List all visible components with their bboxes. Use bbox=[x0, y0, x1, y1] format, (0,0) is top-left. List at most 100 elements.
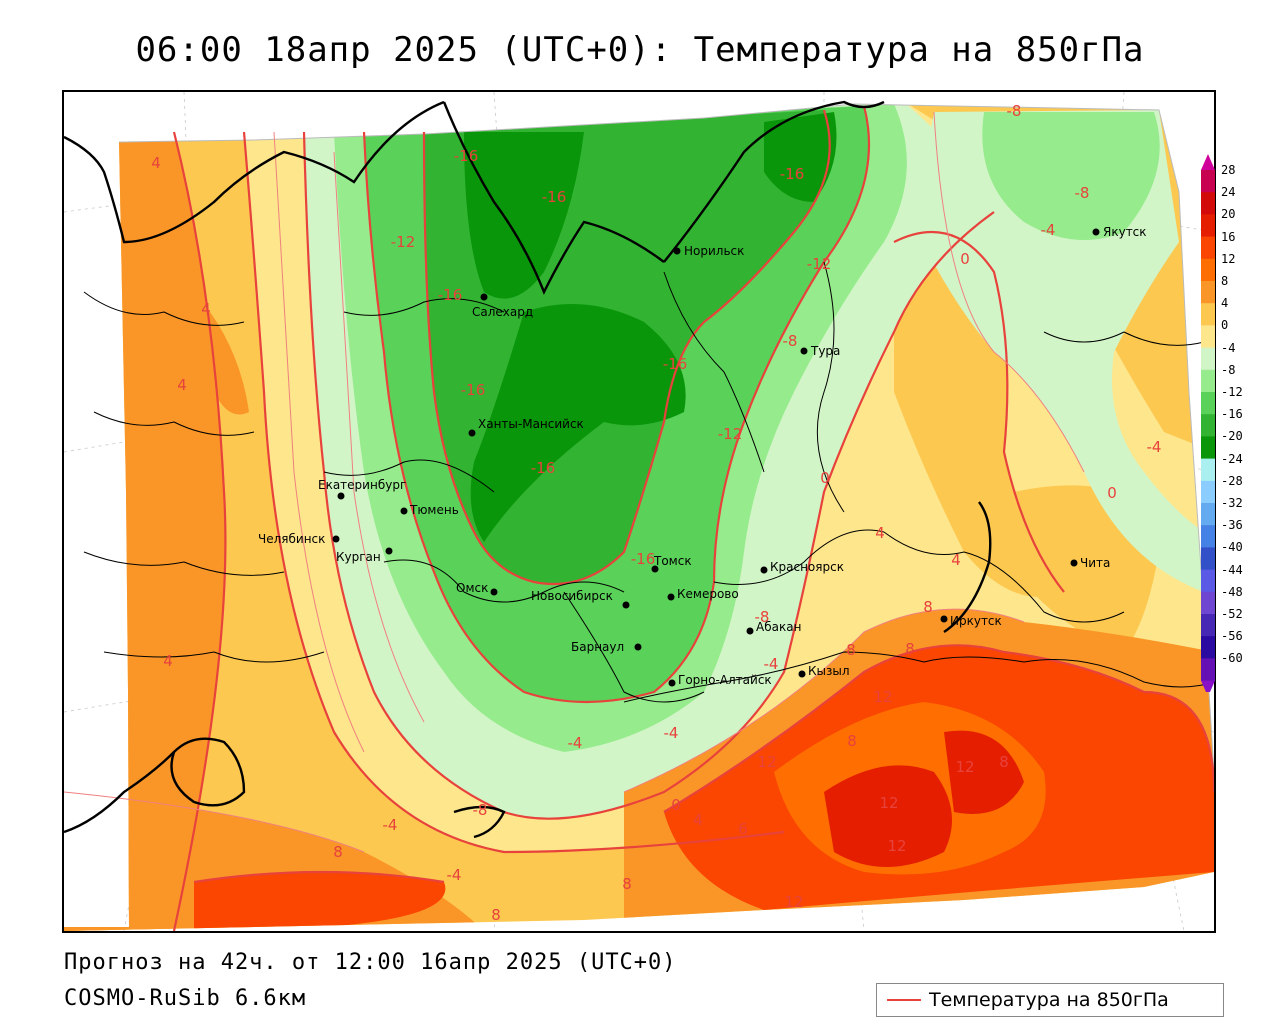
scale-label: -20 bbox=[1221, 429, 1243, 444]
contour-labels: -8 -8 -16 -16 -16 -12 -12 -16 -8 -16 -16… bbox=[151, 102, 1161, 924]
city-irkutsk: Иркутск bbox=[940, 614, 1002, 628]
svg-text:0: 0 bbox=[671, 796, 681, 814]
svg-text:Абакан: Абакан bbox=[756, 620, 801, 634]
city-chita: Чита bbox=[1070, 556, 1110, 570]
scale-swatch bbox=[1201, 170, 1215, 193]
svg-text:-12: -12 bbox=[391, 233, 416, 251]
svg-text:-16: -16 bbox=[531, 459, 556, 477]
svg-text:8: 8 bbox=[846, 641, 856, 659]
scale-swatch bbox=[1201, 325, 1215, 349]
map-canvas[interactable]: Норильск Якутск Салехард Тура Ханты-Манс… bbox=[62, 90, 1216, 933]
svg-text:8: 8 bbox=[999, 753, 1009, 771]
scale-arrow-top bbox=[1201, 154, 1215, 170]
city-norilsk: Норильск bbox=[673, 244, 744, 258]
scale-label: -4 bbox=[1221, 340, 1236, 355]
svg-text:Красноярск: Красноярск bbox=[770, 560, 844, 574]
svg-text:-8: -8 bbox=[755, 608, 770, 626]
scale-swatch bbox=[1201, 636, 1215, 659]
svg-text:8: 8 bbox=[491, 906, 501, 924]
svg-text:4: 4 bbox=[693, 811, 703, 829]
city-kyzyl: Кызыл bbox=[798, 664, 850, 678]
city-kurgan: Курган bbox=[336, 547, 393, 564]
domain-border bbox=[118, 103, 1214, 781]
svg-text:-16: -16 bbox=[454, 147, 479, 165]
city-krasnoyarsk: Красноярск bbox=[760, 560, 844, 574]
svg-text:Омск: Омск bbox=[456, 581, 488, 595]
scale-swatch bbox=[1201, 303, 1215, 326]
svg-text:-8: -8 bbox=[1007, 102, 1022, 120]
svg-text:Иркутск: Иркутск bbox=[950, 614, 1002, 628]
svg-text:0: 0 bbox=[1107, 484, 1117, 502]
city-gorno-altaysk: Горно-Алтайск bbox=[668, 673, 772, 687]
svg-text:Якутск: Якутск bbox=[1103, 225, 1147, 239]
scale-label: -44 bbox=[1221, 562, 1243, 577]
svg-text:Новосибирск: Новосибирск bbox=[531, 589, 613, 603]
svg-text:Екатеринбург: Екатеринбург bbox=[318, 478, 406, 492]
scale-swatch bbox=[1201, 392, 1215, 415]
scale-label: -16 bbox=[1221, 407, 1243, 422]
scale-swatch bbox=[1201, 281, 1215, 304]
legend-line-sample bbox=[887, 999, 921, 1001]
scale-swatch bbox=[1201, 192, 1215, 215]
scale-label: -56 bbox=[1221, 629, 1243, 644]
scale-swatch bbox=[1201, 614, 1215, 637]
svg-text:Чита: Чита bbox=[1080, 556, 1110, 570]
city-chelyabinsk: Челябинск bbox=[258, 532, 340, 546]
scale-swatch bbox=[1201, 569, 1215, 593]
svg-text:12: 12 bbox=[757, 753, 776, 771]
svg-text:-4: -4 bbox=[447, 866, 462, 884]
scale-swatch bbox=[1201, 591, 1215, 615]
scale-label: 4 bbox=[1221, 296, 1229, 311]
color-scale-bar bbox=[1201, 154, 1215, 692]
city-tomsk: Томск bbox=[651, 554, 692, 573]
svg-text:8: 8 bbox=[923, 598, 933, 616]
admin-borders bbox=[83, 261, 1214, 703]
svg-text:-4: -4 bbox=[383, 816, 398, 834]
svg-text:Кемерово: Кемерово bbox=[677, 587, 739, 601]
scale-label: -32 bbox=[1221, 496, 1243, 510]
svg-text:-4: -4 bbox=[1041, 221, 1056, 239]
scale-swatch bbox=[1201, 236, 1215, 260]
svg-text:4: 4 bbox=[177, 376, 187, 394]
scale-label: -52 bbox=[1221, 607, 1243, 621]
svg-text:-16: -16 bbox=[542, 188, 567, 206]
svg-text:Тюмень: Тюмень bbox=[409, 503, 459, 517]
scale-swatch bbox=[1201, 503, 1215, 526]
svg-text:4: 4 bbox=[201, 300, 211, 318]
svg-text:8: 8 bbox=[622, 875, 632, 893]
legend-label: Температура на 850гПа bbox=[929, 989, 1169, 1011]
svg-text:-8: -8 bbox=[1075, 184, 1090, 202]
svg-text:12: 12 bbox=[879, 794, 898, 812]
city-yakutsk: Якутск bbox=[1092, 225, 1147, 239]
scale-swatch bbox=[1201, 658, 1215, 682]
model-info: COSMO-RuSib 6.6км bbox=[64, 986, 307, 1011]
svg-text:-12: -12 bbox=[718, 425, 743, 443]
scale-swatch bbox=[1201, 214, 1215, 238]
city-markers: Норильск Якутск Салехард Тура Ханты-Манс… bbox=[258, 225, 1147, 687]
svg-text:Ханты-Мансийск: Ханты-Мансийск bbox=[478, 417, 584, 431]
city-novosibirsk: Новосибирск bbox=[531, 589, 630, 609]
legend: Температура на 850гПа bbox=[876, 983, 1224, 1017]
scale-swatch bbox=[1201, 369, 1215, 393]
scale-swatch bbox=[1201, 525, 1215, 548]
city-tyumen: Тюмень bbox=[400, 503, 459, 517]
svg-text:12: 12 bbox=[784, 893, 803, 911]
scale-label: 24 bbox=[1221, 185, 1236, 200]
svg-text:Салехард: Салехард bbox=[472, 305, 533, 319]
svg-text:12: 12 bbox=[955, 758, 974, 776]
scale-label: -36 bbox=[1221, 518, 1243, 533]
svg-text:-16: -16 bbox=[780, 165, 805, 183]
forecast-info: Прогноз на 42ч. от 12:00 16апр 2025 (UTC… bbox=[64, 950, 677, 975]
svg-text:Томск: Томск bbox=[653, 554, 692, 568]
isotherm-lines bbox=[172, 105, 1214, 931]
svg-text:Горно-Алтайск: Горно-Алтайск bbox=[678, 673, 772, 687]
scale-label: -8 bbox=[1221, 362, 1236, 377]
city-omsk: Омск bbox=[456, 581, 498, 596]
scale-label: -48 bbox=[1221, 584, 1243, 599]
scale-swatch bbox=[1201, 480, 1215, 504]
svg-text:4: 4 bbox=[163, 652, 173, 670]
scale-label: -12 bbox=[1221, 385, 1243, 399]
scale-arrow-bottom bbox=[1201, 680, 1215, 692]
svg-text:-4: -4 bbox=[568, 734, 583, 752]
svg-text:0: 0 bbox=[820, 469, 830, 487]
